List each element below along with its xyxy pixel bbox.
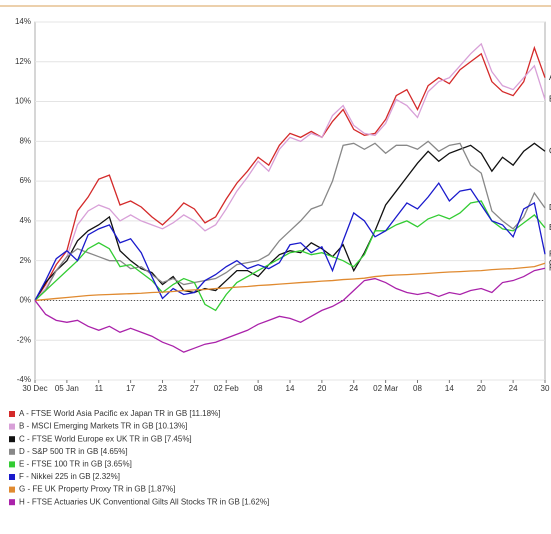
series-line	[34, 140, 546, 301]
y-tick-label: 10%	[15, 97, 31, 106]
legend-label: B - MSCI Emerging Markets TR in GB [10.1…	[19, 422, 187, 431]
legend-label: H - FTSE Actuaries UK Conventional Gilts…	[19, 497, 269, 506]
y-tick-label: 0%	[19, 296, 31, 305]
legend-swatch	[9, 486, 15, 493]
y-tick-label: 8%	[19, 136, 31, 145]
x-tick-label: 08	[254, 384, 263, 393]
x-tick-label: 02 Mar	[373, 384, 398, 393]
y-tick-label: 12%	[15, 57, 31, 66]
series-line	[34, 262, 546, 302]
plot-frame	[34, 21, 546, 381]
y-tick-label: -4%	[17, 375, 31, 384]
y-tick-label: 4%	[19, 216, 31, 225]
legend-swatch	[9, 436, 15, 443]
series-line	[34, 200, 546, 312]
legend-swatch	[9, 499, 15, 506]
x-tick-label: 17	[126, 384, 135, 393]
x-tick-label: 11	[95, 384, 104, 393]
legend-swatch	[9, 423, 15, 430]
legend-label: G - FE UK Property Proxy TR in GB [1.87%…	[19, 485, 175, 494]
legend-label: E - FTSE 100 TR in GB [3.65%]	[19, 460, 132, 469]
x-tick-label: 14	[286, 384, 295, 393]
series-end-label: F	[549, 249, 551, 258]
series-line	[34, 267, 546, 353]
series-line	[34, 42, 546, 301]
y-tick-label: -2%	[17, 335, 31, 344]
legend-label: D - S&P 500 TR in GB [4.65%]	[19, 447, 128, 456]
series-line	[34, 142, 546, 301]
x-tick-label: 24	[349, 384, 358, 393]
y-tick-label: 6%	[19, 176, 31, 185]
x-tick-label: 14	[445, 384, 454, 393]
x-tick-label: 20	[477, 384, 486, 393]
y-tick-label: 14%	[15, 17, 31, 26]
legend-label: A - FTSE World Asia Pacific ex Japan TR …	[19, 409, 220, 418]
x-tick-label: 30 Dec	[22, 384, 47, 393]
x-tick-label: 27	[190, 384, 199, 393]
y-tick-label: 2%	[19, 256, 31, 265]
series-end-label: A	[549, 73, 551, 82]
series-line	[34, 181, 546, 301]
series-end-label: C	[549, 146, 551, 155]
series-end-label: D	[549, 203, 551, 212]
legend-label: F - Nikkei 225 in GB [2.32%]	[19, 472, 120, 481]
x-tick-label: 05 Jan	[55, 384, 79, 393]
series-end-label: H	[549, 263, 551, 272]
x-tick-label: 23	[158, 384, 167, 393]
series-line	[34, 45, 546, 301]
legend-swatch	[9, 474, 15, 480]
legend-swatch	[9, 411, 15, 417]
x-tick-label: 24	[509, 384, 518, 393]
series-end-label: B	[549, 95, 551, 104]
x-tick-label: 08	[413, 384, 422, 393]
legend-swatch	[9, 461, 15, 468]
legend-swatch	[9, 448, 15, 455]
series-end-label: E	[549, 223, 551, 232]
series-end-label: G	[549, 258, 551, 267]
legend-label: C - FTSE World Europe ex UK TR in GB [7.…	[19, 434, 192, 443]
x-tick-label: 02 Feb	[214, 384, 239, 393]
x-tick-label: 30	[541, 384, 550, 393]
x-tick-label: 20	[317, 384, 326, 393]
